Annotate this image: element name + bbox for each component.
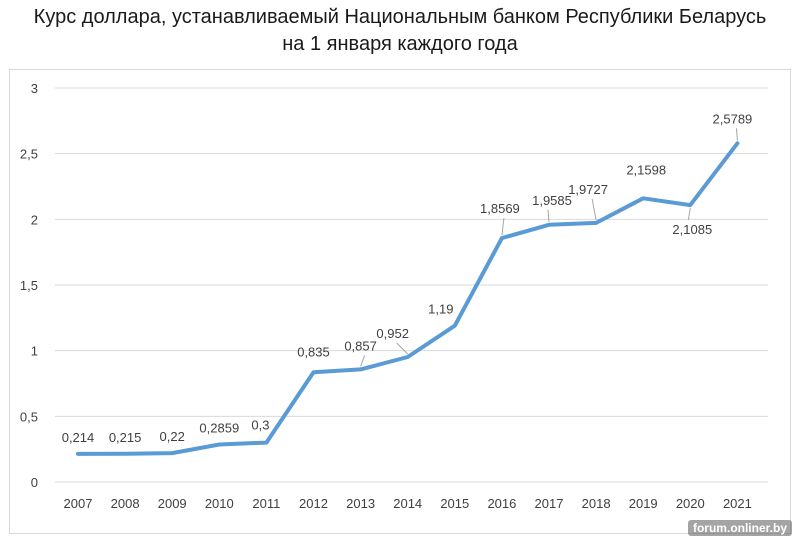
data-label-leader bbox=[360, 355, 366, 367]
x-tick-label: 2007 bbox=[64, 496, 93, 511]
data-label: 1,8569 bbox=[480, 201, 520, 216]
series-line bbox=[76, 141, 740, 456]
data-label-leader bbox=[501, 218, 505, 236]
data-label: 1,9727 bbox=[568, 182, 608, 197]
watermark: forum.onliner.by bbox=[687, 520, 792, 536]
x-axis-ticks: 2007 2008 2009 2010 2011 2012 2013 2014 2015 2016… bbox=[64, 496, 752, 511]
data-label: 0,214 bbox=[62, 430, 95, 445]
x-tick-label: 2020 bbox=[676, 496, 705, 511]
x-tick-label: 2019 bbox=[629, 496, 658, 511]
data-label: 0,835 bbox=[297, 344, 330, 359]
chart-title-line-1: Курс доллара, устанавливаемый Национальн… bbox=[33, 6, 767, 28]
x-tick-label: 2013 bbox=[346, 496, 375, 511]
x-tick-label: 2021 bbox=[723, 496, 752, 511]
x-tick-label: 2011 bbox=[252, 496, 280, 511]
data-label-leader bbox=[547, 209, 550, 222]
data-label: 2,5789 bbox=[713, 111, 753, 126]
data-label: 1,19 bbox=[428, 302, 453, 317]
series-line-group bbox=[76, 141, 740, 456]
gridlines bbox=[55, 87, 768, 483]
chart-title: Курс доллара, устанавливаемый Национальн… bbox=[0, 4, 800, 58]
y-tick-label: 0 bbox=[31, 475, 38, 490]
x-tick-label: 2018 bbox=[582, 496, 611, 511]
x-tick-label: 2009 bbox=[158, 496, 187, 511]
x-tick-label: 2016 bbox=[487, 496, 516, 511]
x-tick-label: 2017 bbox=[535, 496, 564, 511]
data-label-leaders bbox=[360, 128, 738, 367]
x-tick-label: 2014 bbox=[393, 496, 422, 511]
y-axis-ticks: 0 0,5 1 1,5 2 2,5 3 bbox=[20, 81, 38, 490]
data-label: 0,2859 bbox=[199, 420, 239, 435]
y-tick-label: 0,5 bbox=[20, 409, 38, 424]
data-label: 0,22 bbox=[160, 429, 185, 444]
y-tick-label: 1,5 bbox=[20, 278, 38, 293]
data-label: 0,3 bbox=[251, 418, 269, 433]
data-label-leader bbox=[687, 208, 691, 221]
data-label: 2,1598 bbox=[626, 162, 666, 177]
x-tick-label: 2008 bbox=[111, 496, 140, 511]
y-tick-label: 2,5 bbox=[20, 147, 38, 162]
data-label: 0,857 bbox=[344, 338, 377, 353]
y-tick-label: 2 bbox=[31, 212, 38, 227]
data-label-leader bbox=[735, 128, 738, 141]
data-label: 1,9585 bbox=[532, 193, 572, 208]
chart-frame bbox=[9, 69, 791, 534]
x-tick-label: 2015 bbox=[440, 496, 469, 511]
data-label: 0,215 bbox=[109, 430, 142, 445]
y-tick-label: 1 bbox=[31, 344, 38, 359]
y-tick-label: 3 bbox=[31, 81, 38, 96]
chart-title-line-2: на 1 января каждого года bbox=[282, 33, 518, 55]
data-label-leader bbox=[591, 198, 597, 221]
x-tick-label: 2012 bbox=[299, 496, 328, 511]
data-label: 2,1085 bbox=[672, 222, 712, 237]
x-tick-label: 2010 bbox=[205, 496, 234, 511]
data-label: 0,952 bbox=[376, 326, 409, 341]
data-label-leader bbox=[396, 342, 409, 355]
